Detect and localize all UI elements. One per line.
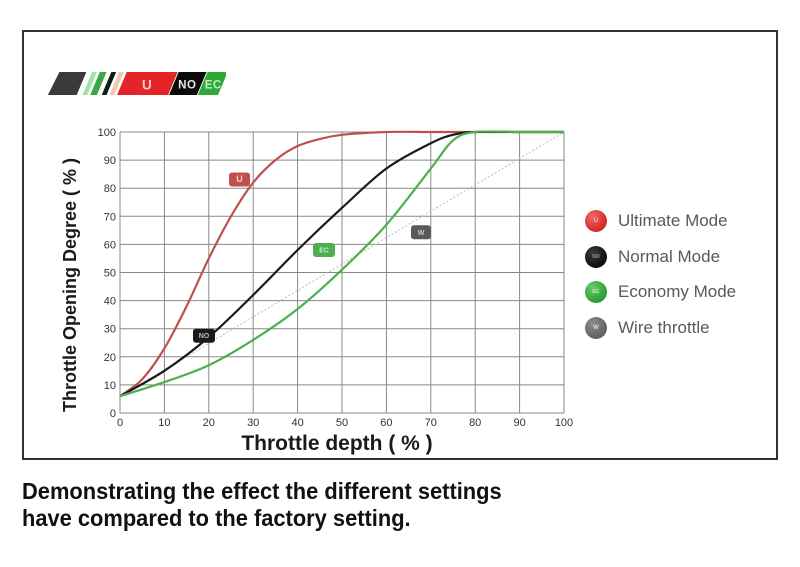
svg-text:Throttle depth ( % ): Throttle depth ( % ) bbox=[241, 432, 432, 455]
svg-text:100: 100 bbox=[98, 127, 116, 139]
svg-text:100: 100 bbox=[555, 417, 573, 429]
svg-text:0: 0 bbox=[110, 408, 116, 420]
svg-text:80: 80 bbox=[104, 183, 116, 195]
svg-text:EC: EC bbox=[319, 248, 329, 255]
svg-text:90: 90 bbox=[104, 155, 116, 167]
svg-text:10: 10 bbox=[158, 417, 170, 429]
svg-text:Throttle Opening Degree ( % ): Throttle Opening Degree ( % ) bbox=[60, 158, 80, 412]
svg-text:90: 90 bbox=[513, 417, 525, 429]
svg-text:50: 50 bbox=[336, 417, 348, 429]
svg-text:20: 20 bbox=[104, 352, 116, 364]
svg-text:40: 40 bbox=[291, 417, 303, 429]
svg-text:10: 10 bbox=[104, 380, 116, 392]
svg-text:30: 30 bbox=[104, 324, 116, 336]
svg-text:70: 70 bbox=[425, 417, 437, 429]
svg-text:60: 60 bbox=[380, 417, 392, 429]
svg-text:W: W bbox=[418, 230, 425, 237]
svg-text:40: 40 bbox=[104, 296, 116, 308]
svg-text:60: 60 bbox=[104, 239, 116, 251]
svg-text:50: 50 bbox=[104, 268, 116, 280]
svg-text:80: 80 bbox=[469, 417, 481, 429]
svg-text:0: 0 bbox=[117, 417, 123, 429]
svg-text:NO: NO bbox=[199, 333, 210, 340]
svg-text:U: U bbox=[236, 174, 243, 184]
svg-text:20: 20 bbox=[203, 417, 215, 429]
svg-text:30: 30 bbox=[247, 417, 259, 429]
svg-text:70: 70 bbox=[104, 211, 116, 223]
